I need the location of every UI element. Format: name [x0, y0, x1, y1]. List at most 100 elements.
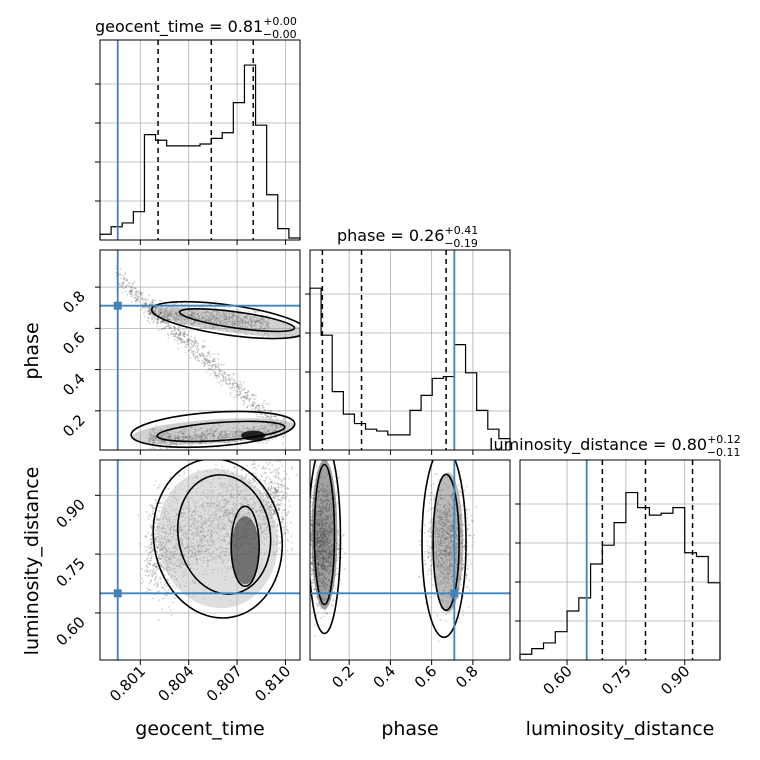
sample-point	[174, 437, 177, 440]
sample-point	[282, 418, 285, 421]
sample-point	[126, 278, 129, 281]
sample-point	[232, 383, 234, 385]
sample-point	[259, 322, 262, 325]
sample-point	[241, 431, 244, 434]
sample-point	[121, 292, 124, 295]
sample-point	[177, 431, 179, 434]
sample-point	[154, 435, 157, 438]
sample-point	[244, 321, 247, 324]
sample-point	[232, 312, 235, 314]
sample-point	[205, 315, 208, 317]
sample-point	[239, 325, 242, 328]
sample-point	[153, 562, 156, 565]
sample-point	[245, 473, 248, 476]
sample-point	[264, 416, 267, 419]
sample-point	[179, 317, 182, 319]
sample-point	[259, 320, 262, 323]
sample-point	[234, 435, 237, 438]
sample-point	[275, 419, 277, 421]
sample-point	[162, 439, 164, 442]
sample-point	[236, 323, 239, 325]
sample-point	[179, 332, 182, 335]
sample-point	[173, 334, 176, 336]
sample-point	[202, 325, 205, 328]
sample-point	[221, 436, 224, 438]
sample-point	[244, 333, 247, 335]
sample-point	[268, 431, 271, 434]
sample-point	[165, 311, 168, 313]
sample-point	[175, 437, 178, 439]
title-luminosity-distance: luminosity_distance = 0.80+0.12 −0.11	[489, 433, 741, 459]
sample-point	[238, 319, 241, 322]
sample-point	[192, 345, 195, 348]
sample-point	[179, 331, 182, 334]
sample-point	[194, 429, 197, 432]
sample-point	[280, 421, 283, 424]
sample-point	[187, 349, 190, 352]
sample-point	[189, 315, 192, 318]
sample-point	[149, 569, 152, 572]
sample-point	[152, 439, 154, 442]
sample-point	[155, 307, 157, 309]
sample-point	[209, 315, 212, 318]
sample-point	[285, 514, 288, 516]
sample-point	[281, 509, 284, 512]
sample-point	[234, 320, 237, 323]
sample-point	[262, 402, 265, 405]
sample-point	[253, 393, 256, 396]
sample-point	[155, 501, 158, 504]
sample-point	[212, 316, 215, 319]
sample-point	[154, 307, 157, 309]
sample-point	[203, 438, 206, 441]
sample-point	[217, 436, 220, 439]
sample-point	[253, 324, 256, 327]
sample-point	[218, 367, 220, 369]
panel-content	[100, 250, 300, 450]
sample-point	[155, 322, 158, 325]
sample-point	[144, 302, 147, 305]
sample-point	[130, 286, 133, 289]
sample-point	[201, 344, 203, 347]
sample-point	[273, 415, 276, 418]
sample-point	[270, 481, 273, 483]
sample-point	[276, 418, 279, 421]
sample-point	[214, 318, 217, 321]
sample-point	[155, 565, 158, 568]
sample-point	[143, 559, 146, 562]
sample-point	[184, 332, 187, 335]
sample-point	[194, 357, 197, 360]
sample-point	[161, 433, 164, 436]
sample-point	[215, 321, 218, 324]
sample-point	[155, 546, 157, 548]
sample-point	[215, 374, 218, 377]
sample-point	[199, 438, 201, 441]
sample-point	[163, 315, 166, 318]
sample-point	[256, 416, 259, 418]
sample-point	[206, 314, 209, 317]
sample-point	[175, 313, 178, 316]
sample-point	[144, 298, 147, 301]
sample-point	[151, 575, 154, 578]
sample-point	[282, 523, 285, 526]
sample-point	[237, 388, 240, 391]
sample-point	[205, 311, 208, 314]
sample-point	[269, 492, 272, 495]
sample-point	[148, 308, 151, 311]
sample-point	[225, 435, 228, 437]
sample-point	[223, 315, 226, 318]
sample-point	[172, 325, 175, 328]
sample-point	[223, 314, 226, 317]
sample-point	[179, 337, 182, 340]
sample-point	[219, 322, 222, 324]
sample-point	[183, 335, 186, 337]
sample-point	[159, 436, 162, 438]
sample-point	[154, 573, 157, 575]
sample-point	[177, 318, 180, 321]
sample-point	[237, 422, 240, 425]
sample-point	[262, 427, 265, 430]
sample-point	[272, 508, 275, 511]
sample-point	[218, 375, 220, 378]
sample-point	[220, 373, 223, 376]
sample-point	[147, 532, 150, 534]
sample-point	[282, 494, 285, 497]
